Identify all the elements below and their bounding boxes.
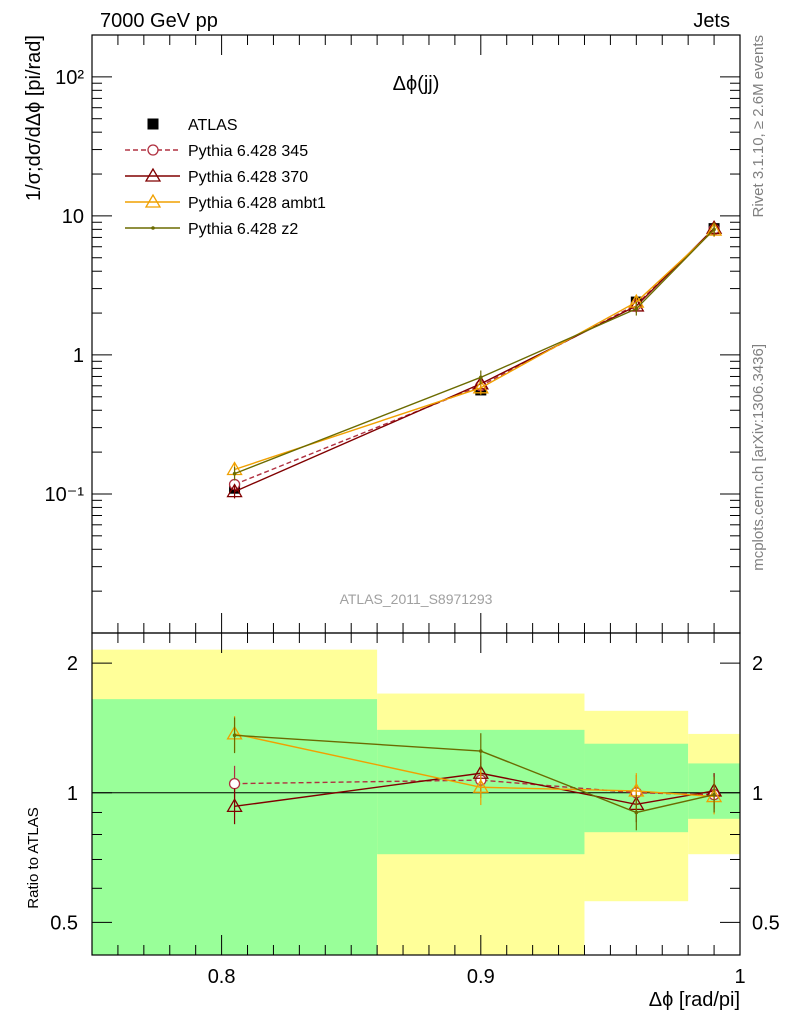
side-label-top: Rivet 3.1.10, ≥ 2.6M events: [750, 35, 767, 218]
main-ticks: 10⁻¹ 1 10 10²: [45, 34, 741, 634]
legend-label: Pythia 6.428 345: [188, 143, 308, 160]
data-point: [226, 483, 243, 498]
series-3: [226, 221, 723, 477]
ratio-xtick-label: 1: [734, 966, 745, 988]
ratio-point: [226, 798, 243, 812]
main-ylabel: 1/σ;dσ/dΔϕ [pi/rad]: [23, 35, 45, 201]
series-2: [226, 219, 723, 499]
ratio-line: [234, 734, 715, 814]
legend-marker: [147, 118, 159, 130]
watermark: ATLAS_2011_S8971293: [340, 591, 493, 607]
ratio-point: [712, 792, 716, 797]
ratio-series: [226, 716, 723, 831]
ratio-point: [634, 810, 639, 815]
ratio-point: [472, 778, 489, 793]
header-right: Jets: [693, 10, 730, 32]
legend: ATLAS Pythia 6.428 345 Pythia 6.428 370 Pyt…: [125, 117, 326, 238]
ratio-ytick-label: 1: [67, 783, 78, 805]
legend-label: Pythia 6.428 370: [188, 169, 308, 186]
main-series: [226, 219, 723, 499]
series-4: [232, 222, 716, 481]
ratio-panel: 0.5 0.5 1 1 2 2 0.8 0.9 1: [50, 632, 780, 988]
legend-marker: [144, 167, 162, 182]
main-panel: 10⁻¹ 1 10 10² Δϕ(jj) ATLAS_2011_S8971293 AT…: [45, 34, 741, 634]
ratio-ytick-label: 0.5: [50, 912, 78, 934]
ratio-ytick-label-right: 2: [752, 653, 763, 675]
ratio-bands: [92, 649, 740, 955]
ratio-ticks: 0.5 0.5 1 1 2 2 0.8 0.9 1: [50, 633, 780, 988]
data-point: [634, 306, 639, 311]
ratio-ytick-label-right: 1: [752, 783, 763, 805]
ratio-xtick-label: 0.9: [467, 966, 495, 988]
legend-marker: [144, 193, 162, 208]
ratio-ytick-label: 2: [67, 653, 78, 675]
side-label-bottom: mcplots.cern.ch [arXiv:1306.3436]: [750, 344, 767, 571]
main-ytick-label: 10: [62, 206, 84, 228]
main-ytick-label: 10⁻¹: [45, 484, 85, 506]
ratio-ylabel: Ratio to ATLAS: [25, 807, 42, 908]
series-1: [228, 222, 720, 492]
ratio-line: [234, 733, 715, 798]
main-ytick-label: 1: [73, 345, 84, 367]
ratio-ytick-label-right: 0.5: [752, 912, 780, 934]
ratio-point: [232, 733, 237, 738]
ratio-series-3: [232, 717, 716, 831]
series-0: [229, 223, 720, 494]
series-line: [234, 227, 715, 493]
ratio-point: [228, 778, 241, 790]
header-left: 7000 GeV pp: [100, 10, 218, 32]
series-line: [234, 229, 715, 471]
legend-label: Pythia 6.428 z2: [188, 221, 298, 238]
ratio-frame: [91, 632, 741, 956]
data-point: [712, 227, 716, 232]
main-ytick-label: 10²: [55, 67, 84, 89]
data-point: [472, 379, 489, 394]
legend-marker: [147, 144, 159, 156]
data-point: [232, 471, 237, 476]
ratio-xtick-label: 0.8: [208, 966, 236, 988]
data-point: [479, 375, 483, 380]
main-title: Δϕ(jj): [393, 73, 440, 95]
legend-marker: [151, 226, 155, 230]
xlabel: Δϕ [rad/pi]: [649, 989, 740, 1011]
series-line: [234, 228, 715, 475]
legend-label: Pythia 6.428 ambt1: [188, 195, 326, 212]
legend-label: ATLAS: [188, 117, 238, 134]
ratio-point: [479, 749, 483, 753]
